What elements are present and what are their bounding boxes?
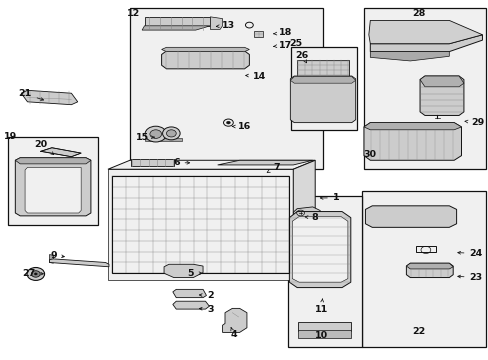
Polygon shape bbox=[172, 289, 206, 298]
Polygon shape bbox=[161, 51, 249, 69]
Text: 10: 10 bbox=[314, 332, 327, 341]
Polygon shape bbox=[49, 259, 109, 267]
Polygon shape bbox=[25, 167, 81, 213]
Text: 2: 2 bbox=[199, 291, 213, 300]
Text: 11: 11 bbox=[314, 299, 327, 314]
Text: 1: 1 bbox=[320, 193, 339, 202]
Text: 25: 25 bbox=[288, 39, 302, 48]
Circle shape bbox=[162, 127, 180, 140]
Bar bbox=[131, 159, 173, 166]
Text: 23: 23 bbox=[457, 273, 482, 282]
Circle shape bbox=[145, 126, 166, 142]
Bar bbox=[361, 191, 485, 347]
Polygon shape bbox=[406, 263, 452, 269]
Polygon shape bbox=[419, 76, 463, 116]
Polygon shape bbox=[217, 160, 312, 165]
Circle shape bbox=[226, 121, 230, 124]
Bar bbox=[130, 8, 322, 169]
Text: 14: 14 bbox=[245, 72, 265, 81]
Text: 7: 7 bbox=[266, 163, 279, 172]
Text: 28: 28 bbox=[411, 9, 425, 18]
Text: 5: 5 bbox=[187, 269, 202, 278]
Polygon shape bbox=[292, 217, 347, 282]
Text: 8: 8 bbox=[305, 213, 317, 222]
Polygon shape bbox=[363, 123, 461, 160]
Polygon shape bbox=[297, 60, 348, 76]
Polygon shape bbox=[15, 158, 91, 216]
Polygon shape bbox=[290, 77, 355, 83]
Polygon shape bbox=[293, 207, 322, 221]
Text: 6: 6 bbox=[173, 158, 189, 167]
Polygon shape bbox=[365, 206, 456, 227]
Text: 3: 3 bbox=[199, 305, 213, 314]
Polygon shape bbox=[144, 17, 210, 26]
Polygon shape bbox=[290, 76, 355, 123]
Polygon shape bbox=[289, 212, 350, 288]
Text: 20: 20 bbox=[34, 140, 54, 154]
Bar bbox=[112, 176, 289, 273]
Polygon shape bbox=[172, 301, 209, 309]
Text: 16: 16 bbox=[232, 122, 251, 131]
Text: 27: 27 bbox=[22, 269, 43, 278]
Bar bbox=[288, 196, 361, 347]
Polygon shape bbox=[145, 138, 182, 140]
Text: 19: 19 bbox=[4, 132, 17, 141]
Bar bbox=[8, 137, 98, 225]
Text: 17: 17 bbox=[273, 41, 292, 50]
Polygon shape bbox=[254, 31, 263, 37]
Polygon shape bbox=[369, 35, 482, 51]
Circle shape bbox=[166, 130, 176, 137]
Circle shape bbox=[31, 271, 40, 277]
Polygon shape bbox=[108, 160, 315, 169]
Text: 13: 13 bbox=[216, 21, 235, 30]
Polygon shape bbox=[298, 321, 350, 330]
Bar bbox=[290, 47, 356, 130]
Circle shape bbox=[150, 130, 161, 138]
Polygon shape bbox=[15, 158, 91, 164]
Text: 4: 4 bbox=[230, 328, 237, 339]
Text: 18: 18 bbox=[273, 28, 292, 37]
Polygon shape bbox=[41, 148, 81, 157]
Circle shape bbox=[34, 273, 37, 275]
Polygon shape bbox=[363, 123, 461, 130]
Polygon shape bbox=[163, 264, 203, 278]
Text: 29: 29 bbox=[464, 118, 483, 127]
Text: 22: 22 bbox=[411, 327, 425, 336]
Polygon shape bbox=[368, 21, 482, 44]
Polygon shape bbox=[21, 90, 78, 105]
Text: 15: 15 bbox=[135, 133, 154, 142]
Polygon shape bbox=[419, 76, 463, 87]
Polygon shape bbox=[369, 51, 448, 61]
Text: 30: 30 bbox=[363, 150, 376, 159]
Bar bbox=[363, 8, 485, 169]
Text: 21: 21 bbox=[19, 89, 43, 100]
Polygon shape bbox=[406, 263, 452, 278]
Polygon shape bbox=[108, 169, 293, 280]
Text: 24: 24 bbox=[457, 249, 482, 258]
Polygon shape bbox=[293, 160, 315, 280]
Polygon shape bbox=[142, 26, 210, 30]
Polygon shape bbox=[161, 47, 249, 51]
Polygon shape bbox=[298, 330, 350, 338]
Polygon shape bbox=[49, 255, 53, 263]
Circle shape bbox=[27, 267, 44, 280]
Text: 12: 12 bbox=[126, 9, 140, 18]
Polygon shape bbox=[222, 309, 246, 332]
Text: 26: 26 bbox=[295, 51, 308, 63]
Polygon shape bbox=[210, 17, 222, 30]
Text: 9: 9 bbox=[50, 251, 64, 260]
